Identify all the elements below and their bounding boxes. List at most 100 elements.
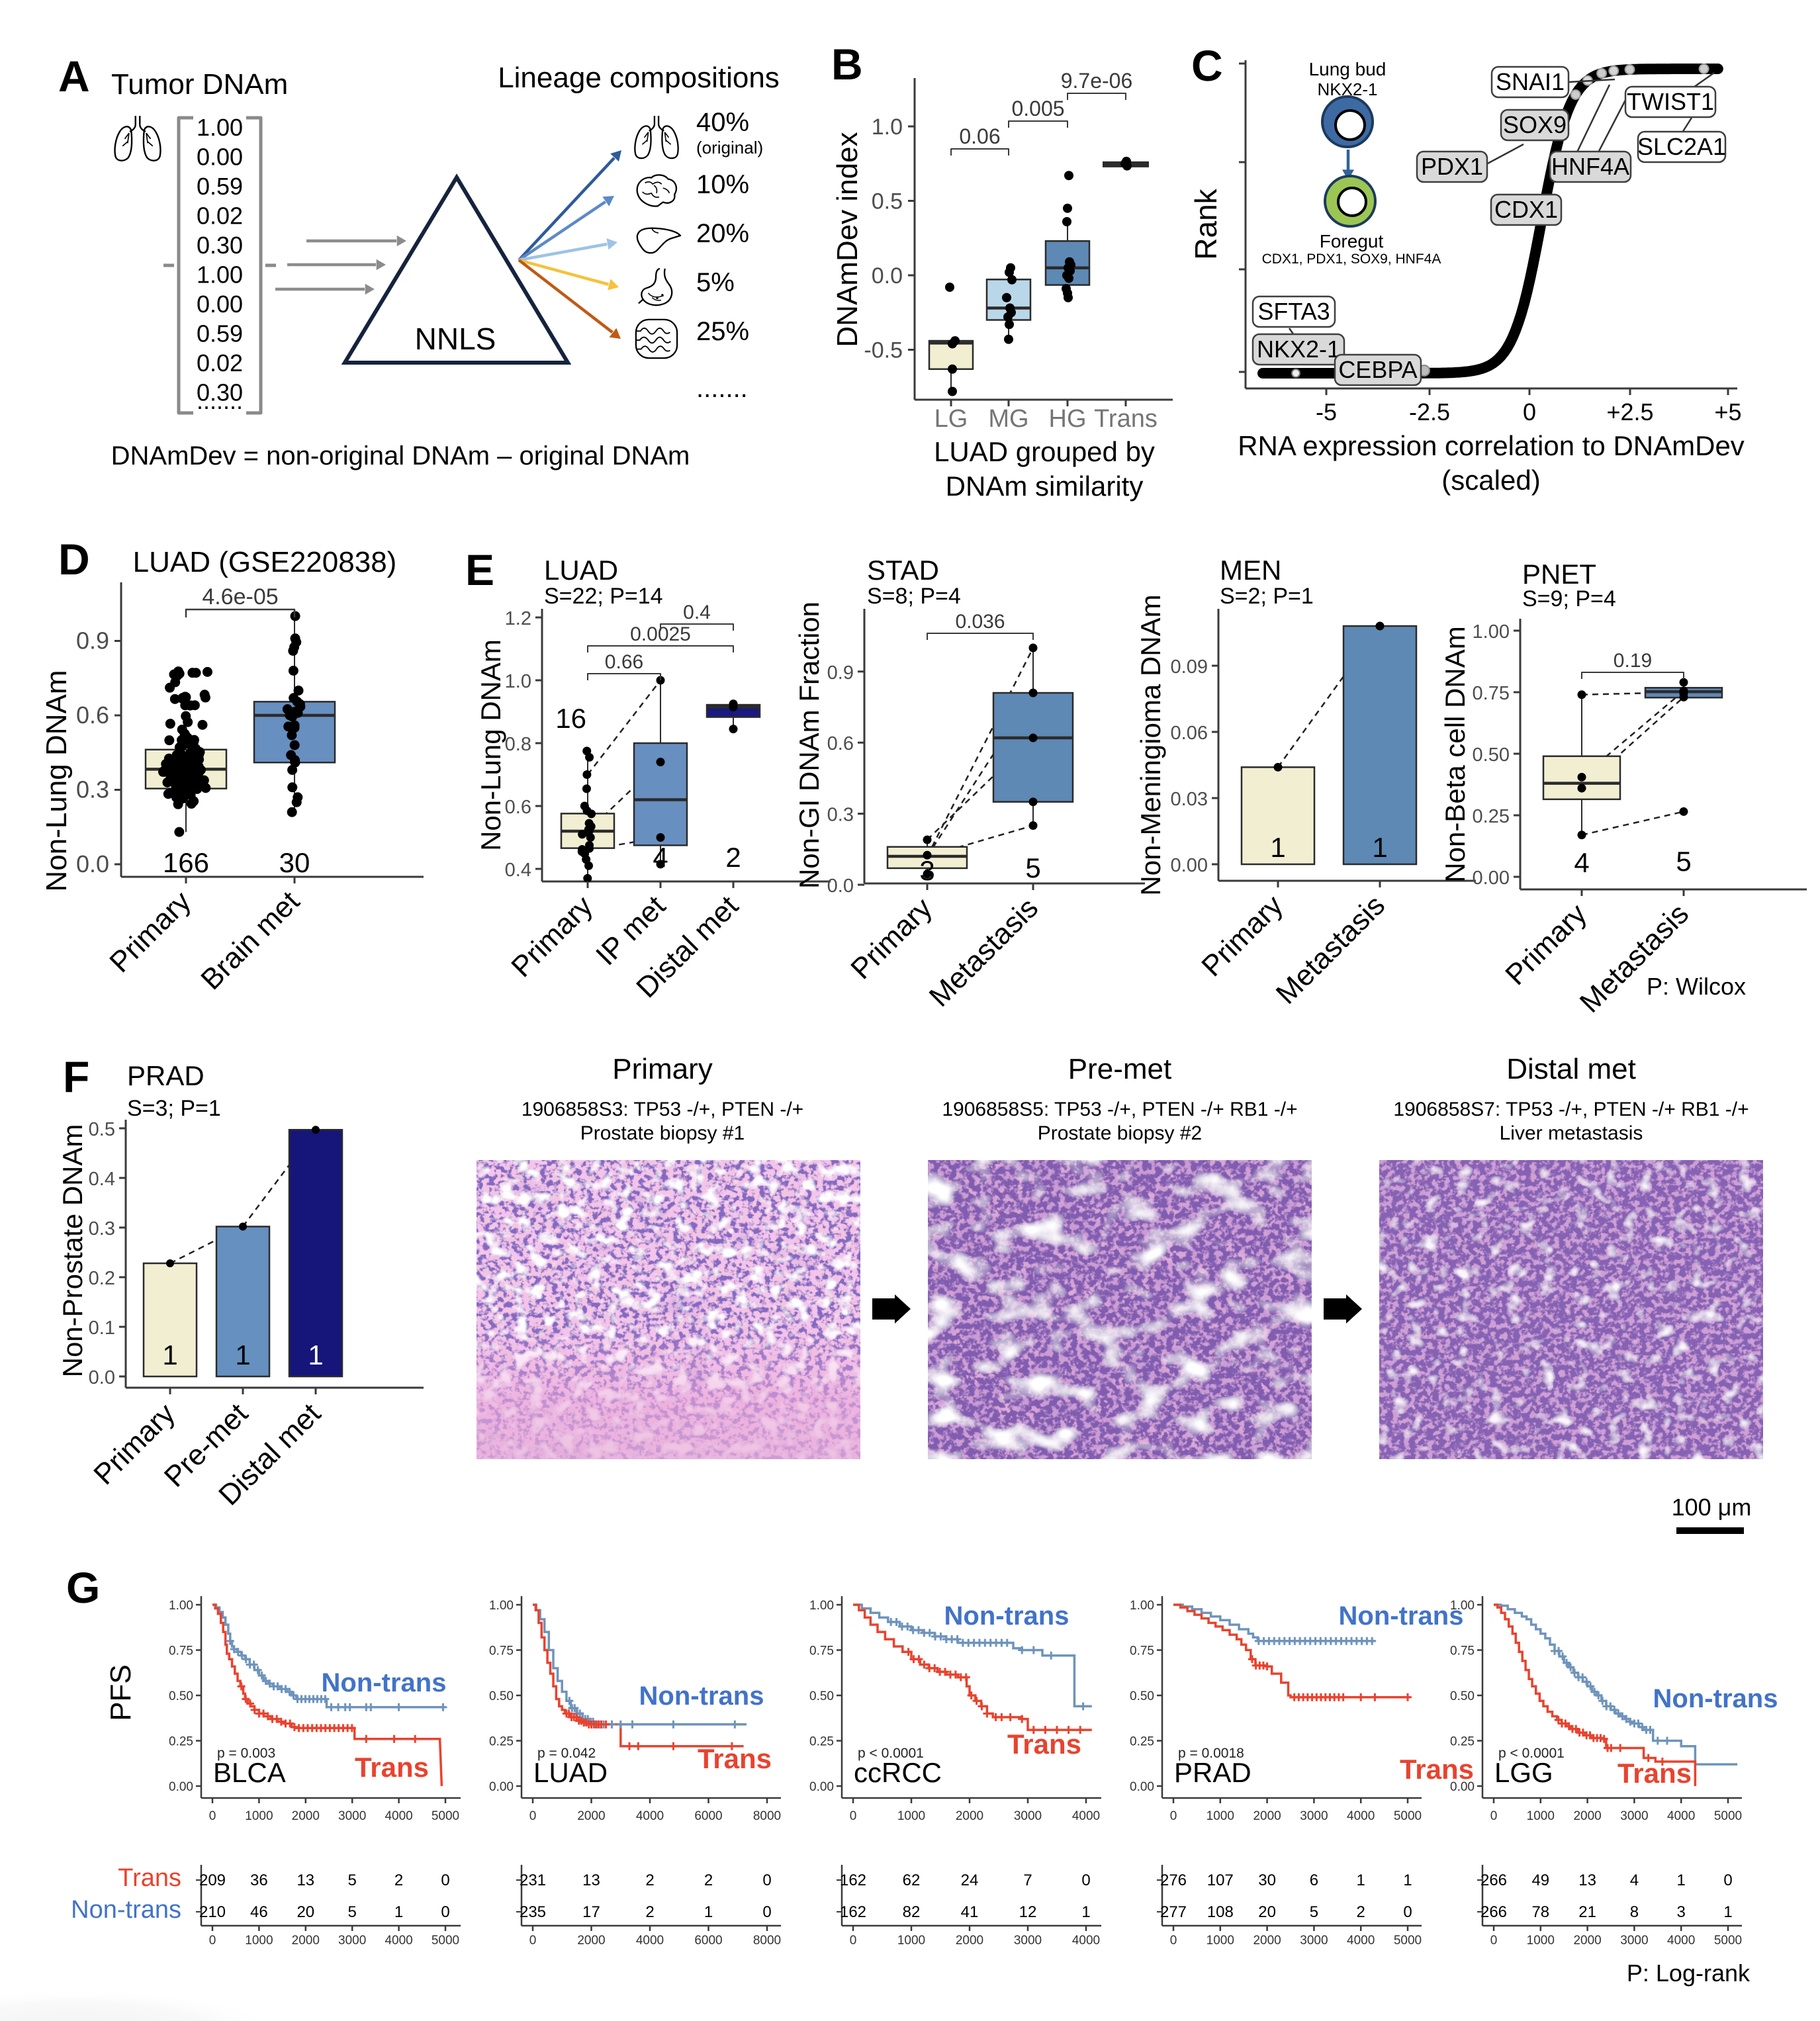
svg-text:SFTA3: SFTA3 — [1257, 298, 1330, 325]
svg-text:1.00: 1.00 — [1130, 1599, 1154, 1613]
svg-text:0.50: 0.50 — [489, 1689, 514, 1703]
svg-text:PRAD: PRAD — [1174, 1757, 1251, 1788]
svg-text:1: 1 — [704, 1903, 713, 1921]
svg-text:1: 1 — [308, 1339, 323, 1370]
svg-text:1906858S5: TP53 -/+, PTEN -/+: 1906858S5: TP53 -/+, PTEN -/+ RB1 -/+ — [942, 1099, 1297, 1120]
svg-text:0: 0 — [441, 1871, 449, 1889]
svg-text:ccRCC: ccRCC — [854, 1757, 942, 1788]
svg-text:Trans: Trans — [1007, 1729, 1081, 1760]
svg-text:2000: 2000 — [1253, 1809, 1281, 1823]
svg-text:1.0: 1.0 — [505, 671, 531, 692]
svg-text:100 μm: 100 μm — [1672, 1494, 1752, 1521]
svg-text:5: 5 — [348, 1871, 357, 1889]
svg-text:4000: 4000 — [1347, 1934, 1375, 1948]
svg-text:0.2: 0.2 — [89, 1268, 115, 1289]
svg-text:-0.5: -0.5 — [864, 338, 903, 363]
svg-text:108: 108 — [1207, 1903, 1234, 1921]
svg-text:3000: 3000 — [1300, 1934, 1328, 1948]
svg-text:5000: 5000 — [1714, 1809, 1742, 1823]
svg-text:Foregut: Foregut — [1320, 231, 1384, 251]
svg-text:0: 0 — [1490, 1809, 1498, 1823]
svg-text:0.02: 0.02 — [197, 349, 243, 377]
svg-text:1000: 1000 — [245, 1809, 273, 1823]
svg-text:1: 1 — [1357, 1871, 1365, 1889]
svg-text:0.00: 0.00 — [1450, 1780, 1475, 1794]
svg-text:Non-trans: Non-trans — [1339, 1601, 1464, 1631]
svg-text:78: 78 — [1531, 1903, 1549, 1921]
svg-text:1.00: 1.00 — [197, 261, 243, 289]
svg-text:20: 20 — [1258, 1903, 1276, 1921]
svg-text:DNAm similarity: DNAm similarity — [946, 471, 1144, 502]
svg-text:1: 1 — [1270, 832, 1285, 863]
svg-text:BLCA: BLCA — [213, 1757, 286, 1788]
svg-text:0.00: 0.00 — [169, 1780, 193, 1794]
svg-text:162: 162 — [840, 1903, 866, 1921]
svg-text:0.02: 0.02 — [197, 202, 243, 230]
svg-text:0.06: 0.06 — [959, 124, 1000, 148]
svg-text:4000: 4000 — [636, 1934, 664, 1948]
svg-text:4.6e-05: 4.6e-05 — [202, 584, 278, 609]
svg-text:2: 2 — [725, 842, 741, 873]
svg-text:Non-trans: Non-trans — [1653, 1684, 1778, 1713]
svg-text:13: 13 — [1578, 1871, 1596, 1889]
svg-text:0: 0 — [1490, 1934, 1498, 1948]
svg-text:C: C — [1191, 41, 1223, 90]
svg-text:Non-Beta cell DNAm: Non-Beta cell DNAm — [1439, 626, 1471, 882]
svg-text:+5: +5 — [1714, 398, 1741, 426]
svg-text:0.0: 0.0 — [89, 1367, 115, 1388]
svg-text:3000: 3000 — [1620, 1809, 1648, 1823]
svg-text:0.50: 0.50 — [1473, 744, 1510, 766]
svg-text:2000: 2000 — [1573, 1934, 1601, 1948]
svg-text:0.50: 0.50 — [1130, 1689, 1154, 1703]
svg-text:9.7e-06: 9.7e-06 — [1061, 69, 1133, 93]
svg-text:4000: 4000 — [385, 1809, 412, 1823]
svg-text:0.25: 0.25 — [809, 1735, 834, 1749]
svg-text:3000: 3000 — [338, 1809, 366, 1823]
svg-text:1000: 1000 — [1206, 1934, 1234, 1948]
svg-text:5: 5 — [1676, 846, 1691, 877]
svg-text:0.00: 0.00 — [489, 1780, 514, 1794]
svg-text:1.00: 1.00 — [1450, 1599, 1475, 1613]
svg-text:Pre-met: Pre-met — [1068, 1053, 1171, 1085]
svg-text:162: 162 — [840, 1871, 866, 1889]
svg-text:DNAmDev = non-original DNAm –: DNAmDev = non-original DNAm – original D… — [111, 441, 690, 471]
svg-text:0.5: 0.5 — [89, 1119, 115, 1140]
svg-text:DNAmDev index: DNAmDev index — [831, 132, 864, 347]
svg-text:PRAD: PRAD — [127, 1060, 205, 1091]
svg-text:0: 0 — [850, 1934, 857, 1948]
svg-text:B: B — [831, 40, 863, 89]
svg-text:+2.5: +2.5 — [1606, 398, 1653, 426]
svg-text:0: 0 — [1523, 398, 1536, 426]
svg-text:4000: 4000 — [1347, 1809, 1375, 1823]
svg-text:S=2; P=1: S=2; P=1 — [1220, 584, 1314, 609]
svg-text:0: 0 — [529, 1934, 537, 1948]
svg-text:30: 30 — [1258, 1871, 1276, 1889]
svg-text:1000: 1000 — [245, 1934, 273, 1948]
svg-text:0.1: 0.1 — [89, 1318, 115, 1339]
svg-text:3000: 3000 — [1300, 1809, 1328, 1823]
svg-text:SLC2A1: SLC2A1 — [1637, 133, 1726, 160]
svg-text:0.00: 0.00 — [809, 1780, 834, 1794]
svg-text:0.25: 0.25 — [169, 1735, 193, 1749]
svg-text:LG: LG — [934, 405, 968, 433]
svg-text:0.4: 0.4 — [683, 602, 711, 623]
svg-text:0.66: 0.66 — [605, 651, 643, 673]
svg-text:21: 21 — [1578, 1903, 1596, 1921]
svg-text:MEN: MEN — [1220, 555, 1281, 586]
svg-text:0.4: 0.4 — [505, 860, 531, 881]
svg-text:0.75: 0.75 — [1473, 683, 1510, 704]
svg-text:25%: 25% — [696, 317, 749, 346]
svg-text:6000: 6000 — [694, 1934, 722, 1948]
svg-text:Non-trans: Non-trans — [944, 1601, 1069, 1631]
svg-text:0: 0 — [1081, 1871, 1090, 1889]
svg-text:4000: 4000 — [1667, 1809, 1695, 1823]
svg-text:RNA expression correlation to: RNA expression correlation to DNAmDev — [1238, 430, 1745, 461]
svg-text:16: 16 — [555, 703, 586, 734]
svg-text:1.2: 1.2 — [505, 608, 531, 629]
svg-text:CDX1, PDX1, SOX9, HNF4A: CDX1, PDX1, SOX9, HNF4A — [1262, 251, 1441, 267]
svg-text:p = 0.042: p = 0.042 — [537, 1746, 596, 1761]
svg-text:p = 0.0018: p = 0.0018 — [1178, 1746, 1244, 1761]
svg-text:266: 266 — [1480, 1903, 1507, 1921]
svg-text:24: 24 — [961, 1871, 979, 1889]
svg-text:Non-GI DNAm Fraction: Non-GI DNAm Fraction — [794, 602, 825, 889]
